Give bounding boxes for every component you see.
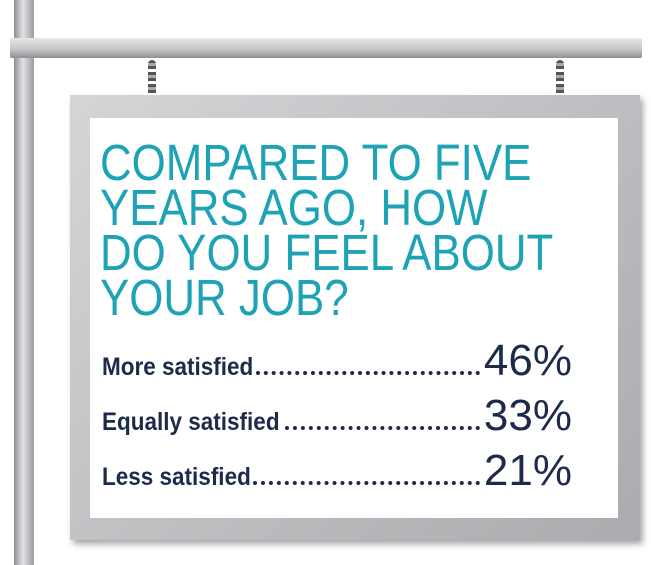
result-row: Equally satisfied 33% — [102, 391, 572, 446]
result-label: More satisfied — [102, 353, 254, 381]
title: COMPARED TO FIVE YEARS AGO, HOW DO YOU FEE… — [100, 134, 599, 326]
sign-arm — [10, 38, 642, 58]
result-label: Less satisfied — [102, 463, 251, 491]
result-row: More satisfied 46% — [102, 336, 572, 391]
results: More satisfied 46% Equally satisfied 33% Les… — [102, 336, 572, 501]
chain — [556, 60, 564, 96]
result-percent: 46% — [483, 336, 572, 385]
dot-leader — [253, 481, 480, 485]
title-line: DO YOU FEEL ABOUT — [100, 224, 554, 281]
sign-board: COMPARED TO FIVE YEARS AGO, HOW DO YOU FEE… — [90, 118, 618, 518]
sign-frame: COMPARED TO FIVE YEARS AGO, HOW DO YOU FEE… — [70, 95, 640, 540]
title-line: YOUR JOB? — [100, 269, 349, 326]
chain — [148, 60, 156, 96]
result-percent: 33% — [483, 391, 572, 440]
result-percent: 21% — [483, 446, 572, 495]
sign-post — [14, 0, 34, 565]
title-line: YEARS AGO, HOW — [100, 179, 488, 236]
result-row: Less satisfied 21% — [102, 446, 572, 501]
dot-leader — [285, 426, 480, 430]
result-label: Equally satisfied — [102, 408, 280, 436]
dot-leader — [256, 371, 480, 375]
title-line: COMPARED TO FIVE — [100, 134, 532, 191]
